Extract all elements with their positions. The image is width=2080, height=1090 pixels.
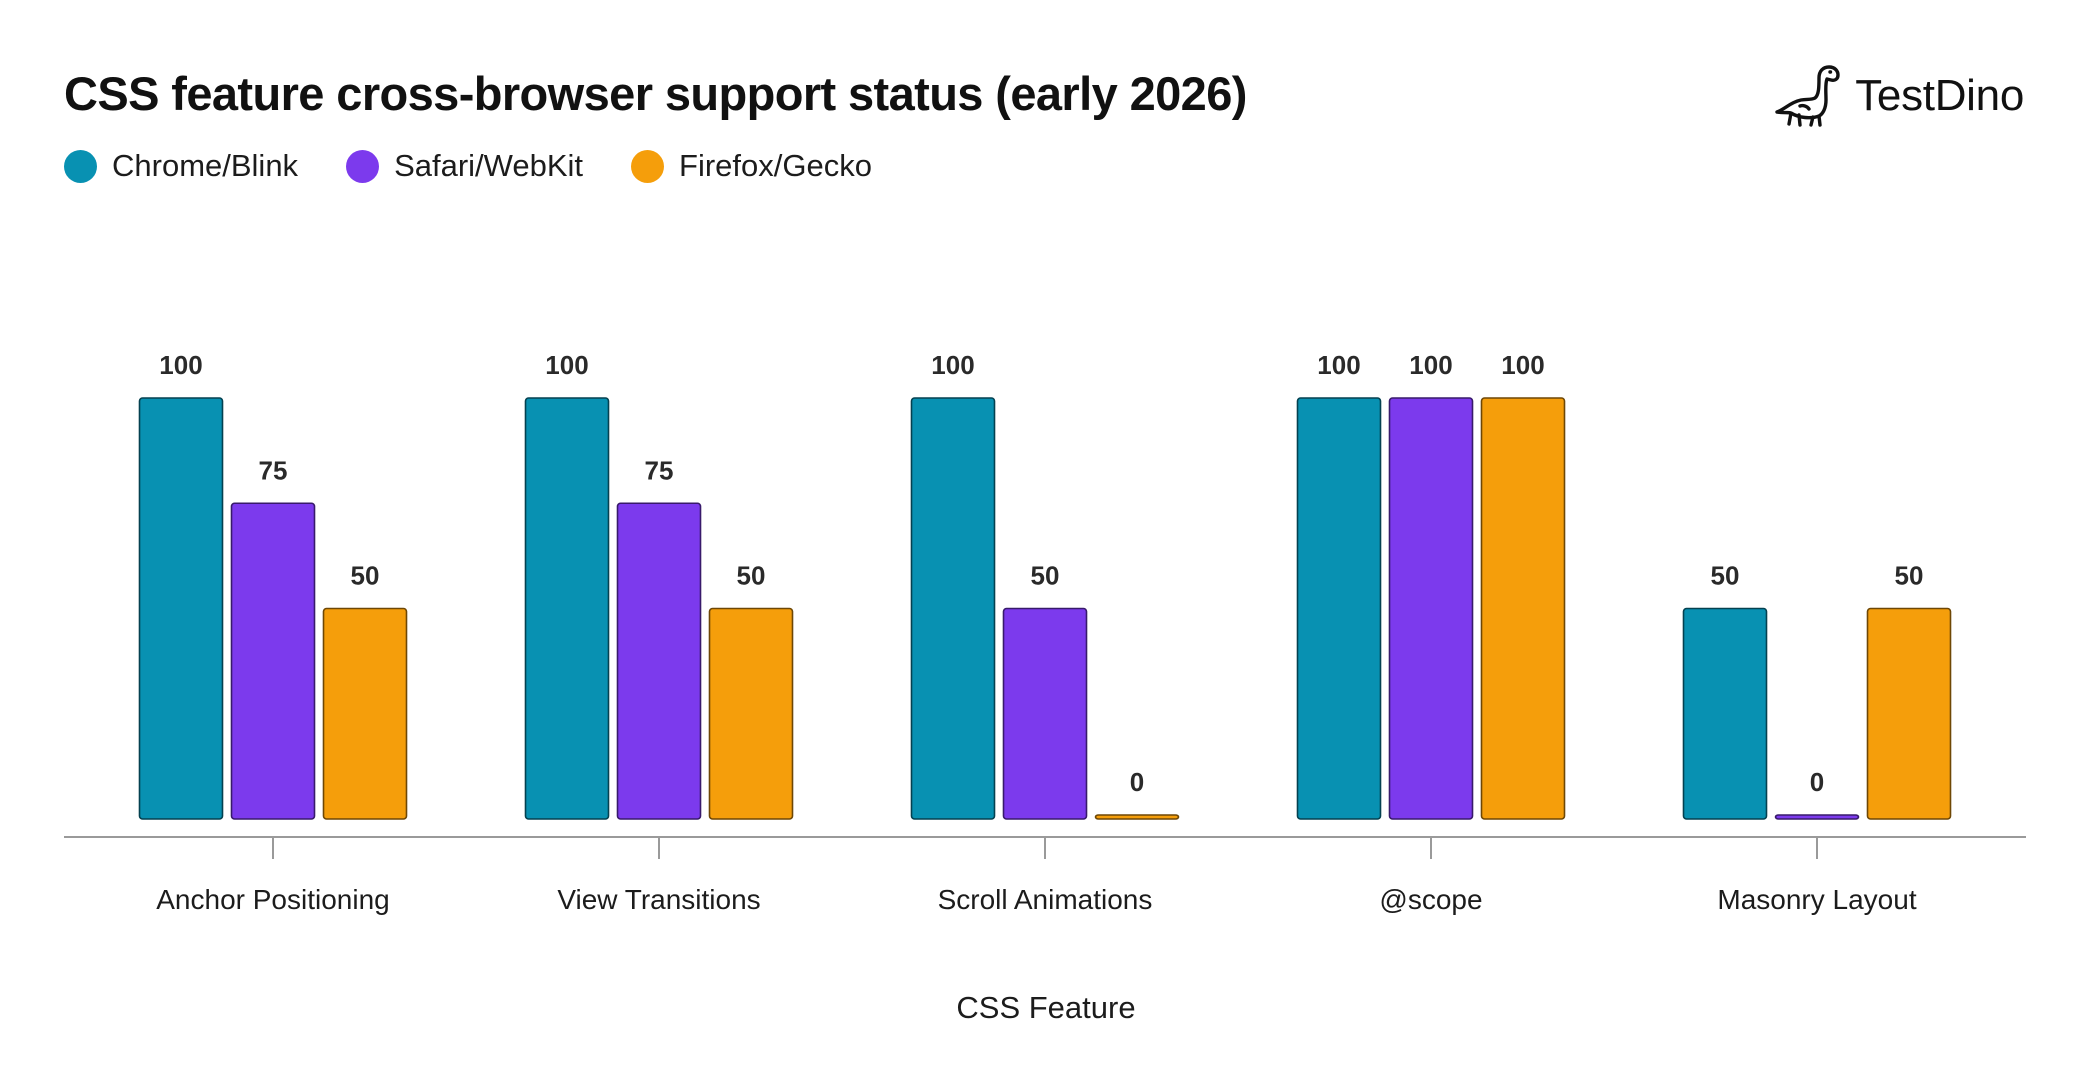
chart-legend: Chrome/Blink Safari/WebKit Firefox/Gecko [64,148,920,184]
value-label-view-transitions-firefox: 50 [737,561,766,591]
x-tick-label-scope: @scope [1379,884,1482,915]
bar-anchor-positioning-safari [230,502,316,820]
bar-scope-firefox [1480,397,1566,820]
value-label-anchor-positioning-chrome: 100 [159,350,202,380]
bar-anchor-positioning-chrome [138,397,224,820]
x-tick-label-view-transitions: View Transitions [557,884,760,915]
value-label-anchor-positioning-firefox: 50 [351,561,380,591]
bars-layer [138,397,1952,820]
value-label-scroll-animations-safari: 50 [1031,561,1060,591]
legend-swatch-chrome [64,149,97,183]
bar-view-transitions-chrome [524,397,610,820]
value-label-scope-firefox: 100 [1501,350,1544,380]
bar-view-transitions-firefox [708,607,794,820]
brand-name: TestDino [1855,71,2024,120]
legend-item-chrome: Chrome/Blink [64,148,298,184]
legend-item-firefox: Firefox/Gecko [631,148,872,184]
value-label-masonry-layout-firefox: 50 [1895,561,1924,591]
x-tick-label-scroll-animations: Scroll Animations [938,884,1153,915]
x-axis-title: CSS Feature [956,990,1135,1025]
chart-title: CSS feature cross-browser support status… [64,67,1247,120]
dinosaur-icon [1775,65,1840,127]
bar-scope-safari [1388,397,1474,820]
bar-masonry-layout-safari [1774,814,1860,820]
value-label-masonry-layout-safari: 0 [1810,767,1824,797]
bar-view-transitions-safari [616,502,702,820]
value-label-scope-safari: 100 [1409,350,1452,380]
value-label-masonry-layout-chrome: 50 [1711,561,1740,591]
bar-scope-chrome [1296,397,1382,820]
value-label-anchor-positioning-safari: 75 [259,455,288,485]
x-tick-label-masonry-layout: Masonry Layout [1717,884,1916,915]
legend-swatch-safari [346,149,380,183]
value-label-view-transitions-safari: 75 [645,455,674,485]
value-label-scope-chrome: 100 [1317,350,1360,380]
bar-masonry-layout-chrome [1682,607,1768,820]
bar-scroll-animations-chrome [910,397,996,820]
legend-item-safari: Safari/WebKit [346,148,583,184]
legend-label-safari: Safari/WebKit [394,148,584,183]
bar-anchor-positioning-firefox [322,607,408,820]
x-ticks-layer: Anchor Positioning View Transitions Scroll… [156,837,1917,915]
brand-logo: TestDino [1773,62,2024,130]
legend-label-chrome: Chrome/Blink [112,148,299,183]
bar-masonry-layout-firefox [1866,607,1952,820]
value-label-view-transitions-chrome: 100 [545,350,588,380]
bar-scroll-animations-firefox [1094,814,1180,820]
legend-label-firefox: Firefox/Gecko [679,148,872,183]
bar-scroll-animations-safari [1002,607,1088,820]
legend-swatch-firefox [631,149,665,183]
x-tick-label-anchor-positioning: Anchor Positioning [156,884,389,915]
value-labels-layer: 100 75 50 100 75 50 100 50 0 100 100 100 50 0 50 [159,350,1923,797]
value-label-scroll-animations-chrome: 100 [931,350,974,380]
value-label-scroll-animations-firefox: 0 [1130,767,1144,797]
